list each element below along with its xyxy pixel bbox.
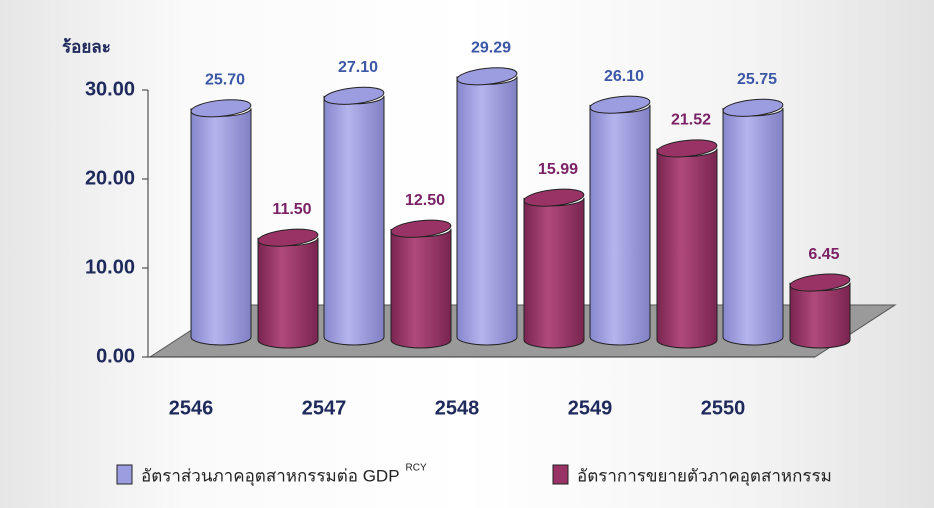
value-label: 25.70 (205, 71, 245, 88)
bar-top (456, 67, 518, 86)
bar-top (656, 139, 718, 158)
value-label: 15.99 (538, 161, 578, 178)
bar (323, 95, 385, 346)
bar-top (390, 219, 452, 238)
value-label: 27.10 (338, 59, 378, 76)
legend-label: อัตราการขยายตัวภาคอุตสาหกรรม (577, 466, 832, 486)
legend-swatch (552, 464, 569, 485)
value-label: 6.45 (808, 246, 839, 263)
x-tick-label: 2550 (701, 397, 746, 419)
bar (456, 76, 518, 346)
value-label: 21.52 (671, 112, 711, 129)
bar-top (190, 99, 252, 118)
bar (656, 148, 718, 349)
bar (789, 282, 851, 349)
bar-top (323, 86, 385, 105)
y-tick-label: 10.00 (85, 256, 135, 278)
legend-swatch (116, 464, 133, 485)
y-tick-label: 30.00 (85, 78, 135, 100)
legend-superscript: RCY (406, 463, 427, 474)
bar-top (523, 188, 585, 207)
y-tick-label: 20.00 (85, 167, 135, 189)
value-label: 29.29 (471, 40, 511, 57)
value-label: 11.50 (272, 201, 311, 218)
value-label: 26.10 (604, 68, 644, 85)
bar (257, 237, 319, 349)
x-tick-label: 2548 (435, 397, 480, 419)
bar (589, 104, 651, 346)
bar-top (589, 95, 651, 114)
bar (390, 228, 452, 349)
y-tick-label: 0.00 (96, 345, 135, 367)
bar (722, 107, 784, 346)
bar (190, 108, 252, 346)
bar-top (257, 228, 319, 247)
x-tick-label: 2549 (568, 397, 613, 419)
value-label: 25.75 (737, 71, 777, 88)
x-tick-label: 2546 (169, 397, 214, 419)
y-axis-label: ร้อยละ (62, 37, 111, 56)
legend-label: อัตราส่วนภาคอุตสาหกรรมต่อ GDP (141, 466, 400, 486)
bar-top (789, 273, 851, 292)
x-tick-label: 2547 (302, 397, 347, 419)
bar (523, 197, 585, 349)
value-label: 12.50 (405, 192, 445, 209)
bar-top (722, 98, 784, 117)
